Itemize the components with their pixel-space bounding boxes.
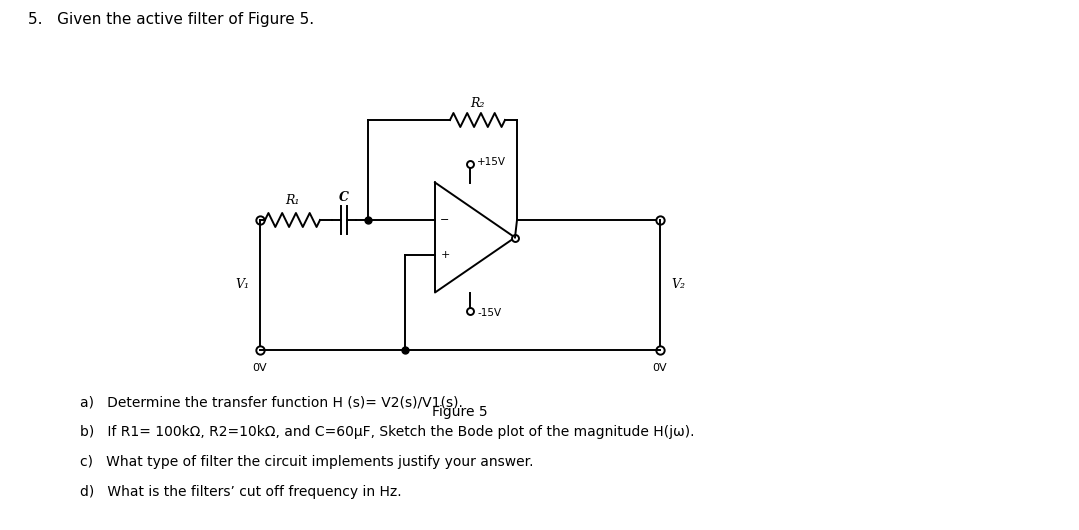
Text: −: − <box>440 215 450 225</box>
Text: d)   What is the filters’ cut off frequency in Hz.: d) What is the filters’ cut off frequenc… <box>80 485 401 499</box>
Text: 0V: 0V <box>252 363 268 373</box>
Text: V₁: V₁ <box>235 278 249 292</box>
Text: Figure 5: Figure 5 <box>433 405 488 419</box>
Text: 5.   Given the active filter of Figure 5.: 5. Given the active filter of Figure 5. <box>28 12 314 27</box>
Text: b)   If R1= 100kΩ, R2=10kΩ, and C=60µF, Sketch the Bode plot of the magnitude H(: b) If R1= 100kΩ, R2=10kΩ, and C=60µF, Sk… <box>80 425 695 439</box>
Text: V₂: V₂ <box>671 278 685 292</box>
Text: a)   Determine the transfer function H (s)= V2(s)/V1(s).: a) Determine the transfer function H (s)… <box>80 395 463 409</box>
Text: +15V: +15V <box>477 157 506 167</box>
Text: 0V: 0V <box>653 363 667 373</box>
Text: -15V: -15V <box>477 307 501 317</box>
Text: c)   What type of filter the circuit implements justify your answer.: c) What type of filter the circuit imple… <box>80 455 533 469</box>
Text: C: C <box>339 191 349 204</box>
Text: R₂: R₂ <box>470 97 484 110</box>
Text: +: + <box>440 250 450 260</box>
Text: R₁: R₁ <box>285 194 300 207</box>
